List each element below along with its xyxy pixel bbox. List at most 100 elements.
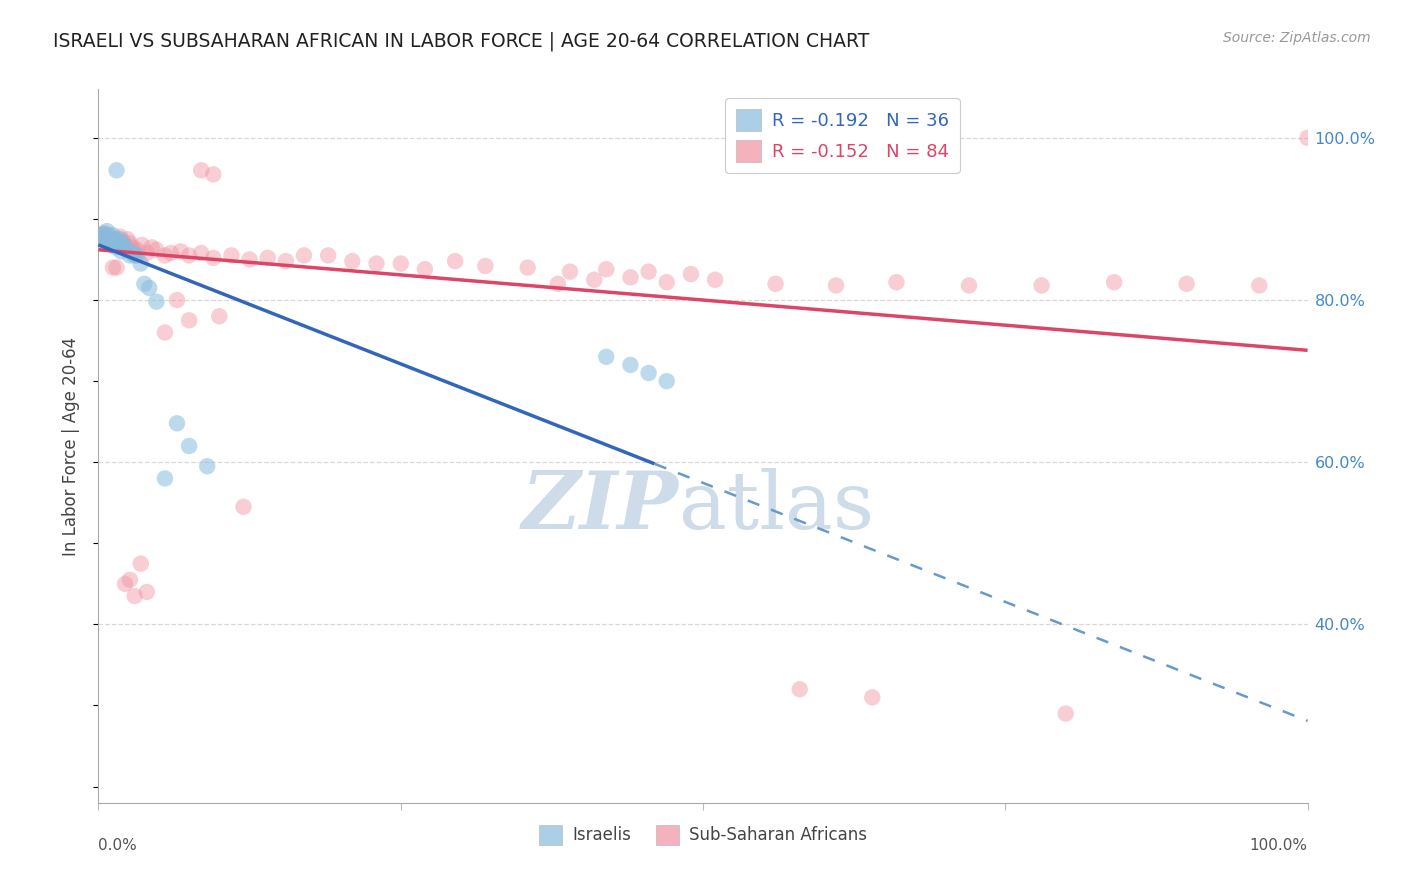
Point xyxy=(94,232,117,246)
Point xyxy=(444,254,467,268)
Point xyxy=(1102,275,1125,289)
Point xyxy=(124,248,146,262)
Point xyxy=(105,232,128,246)
Point xyxy=(637,265,659,279)
Point xyxy=(96,229,118,244)
Point xyxy=(704,273,727,287)
Point xyxy=(118,236,141,251)
Point xyxy=(93,231,115,245)
Point xyxy=(195,459,218,474)
Point xyxy=(179,439,201,453)
Point xyxy=(104,236,127,251)
Point xyxy=(1296,131,1319,145)
Point xyxy=(127,248,149,262)
Point xyxy=(190,163,212,178)
Point xyxy=(232,500,254,514)
Point xyxy=(100,231,122,245)
Point xyxy=(91,232,114,246)
Point xyxy=(94,236,117,251)
Point xyxy=(166,417,188,431)
Point xyxy=(131,238,153,252)
Point xyxy=(141,240,163,254)
Point xyxy=(679,267,702,281)
Point xyxy=(153,326,176,340)
Point xyxy=(765,277,787,291)
Point xyxy=(145,294,167,309)
Point xyxy=(108,235,131,249)
Point xyxy=(1249,278,1271,293)
Text: Source: ZipAtlas.com: Source: ZipAtlas.com xyxy=(1223,31,1371,45)
Point xyxy=(153,248,176,262)
Point xyxy=(97,233,120,247)
Point xyxy=(190,246,212,260)
Point xyxy=(101,228,124,243)
Point xyxy=(110,244,132,259)
Point xyxy=(121,246,143,260)
Point xyxy=(655,275,678,289)
Point xyxy=(105,163,128,178)
Point xyxy=(413,262,436,277)
Text: ISRAELI VS SUBSAHARAN AFRICAN IN LABOR FORCE | AGE 20-64 CORRELATION CHART: ISRAELI VS SUBSAHARAN AFRICAN IN LABOR F… xyxy=(53,31,870,51)
Point xyxy=(595,262,617,277)
Point xyxy=(789,682,811,697)
Point xyxy=(239,252,262,267)
Point xyxy=(98,228,121,243)
Point xyxy=(316,248,339,262)
Point xyxy=(96,224,118,238)
Point xyxy=(637,366,659,380)
Text: ZIP: ZIP xyxy=(522,468,679,545)
Point xyxy=(366,256,388,270)
Point xyxy=(118,248,141,262)
Point xyxy=(558,265,581,279)
Point xyxy=(108,232,131,246)
Point xyxy=(583,273,606,287)
Point xyxy=(117,243,139,257)
Point xyxy=(100,235,122,249)
Point xyxy=(118,573,141,587)
Point xyxy=(153,471,176,485)
Point xyxy=(516,260,538,275)
Point xyxy=(619,270,641,285)
Point xyxy=(169,244,191,259)
Point xyxy=(202,167,225,181)
Point xyxy=(91,229,114,244)
Point xyxy=(107,238,129,252)
Point xyxy=(100,236,122,251)
Point xyxy=(135,246,157,260)
Point xyxy=(135,585,157,599)
Point xyxy=(160,246,183,260)
Point xyxy=(101,238,124,252)
Point xyxy=(129,557,152,571)
Point xyxy=(655,374,678,388)
Point xyxy=(104,240,127,254)
Point xyxy=(145,243,167,257)
Point xyxy=(98,231,121,245)
Point xyxy=(825,278,848,293)
Point xyxy=(105,260,128,275)
Point xyxy=(108,235,131,249)
Point xyxy=(957,278,980,293)
Point xyxy=(202,251,225,265)
Point xyxy=(134,277,156,291)
Point xyxy=(389,256,412,270)
Point xyxy=(90,228,112,243)
Point xyxy=(208,310,231,324)
Point xyxy=(124,589,146,603)
Point xyxy=(108,240,131,254)
Point xyxy=(91,227,114,241)
Point xyxy=(97,236,120,251)
Point xyxy=(860,690,883,705)
Point xyxy=(179,248,201,262)
Point xyxy=(1054,706,1077,721)
Point xyxy=(129,256,152,270)
Point xyxy=(114,577,136,591)
Point xyxy=(111,236,134,251)
Point xyxy=(166,293,188,307)
Point xyxy=(108,229,131,244)
Point xyxy=(124,244,146,259)
Point xyxy=(114,240,136,254)
Point xyxy=(110,240,132,254)
Point xyxy=(256,251,278,265)
Point xyxy=(91,228,114,243)
Text: 0.0%: 0.0% xyxy=(98,838,138,854)
